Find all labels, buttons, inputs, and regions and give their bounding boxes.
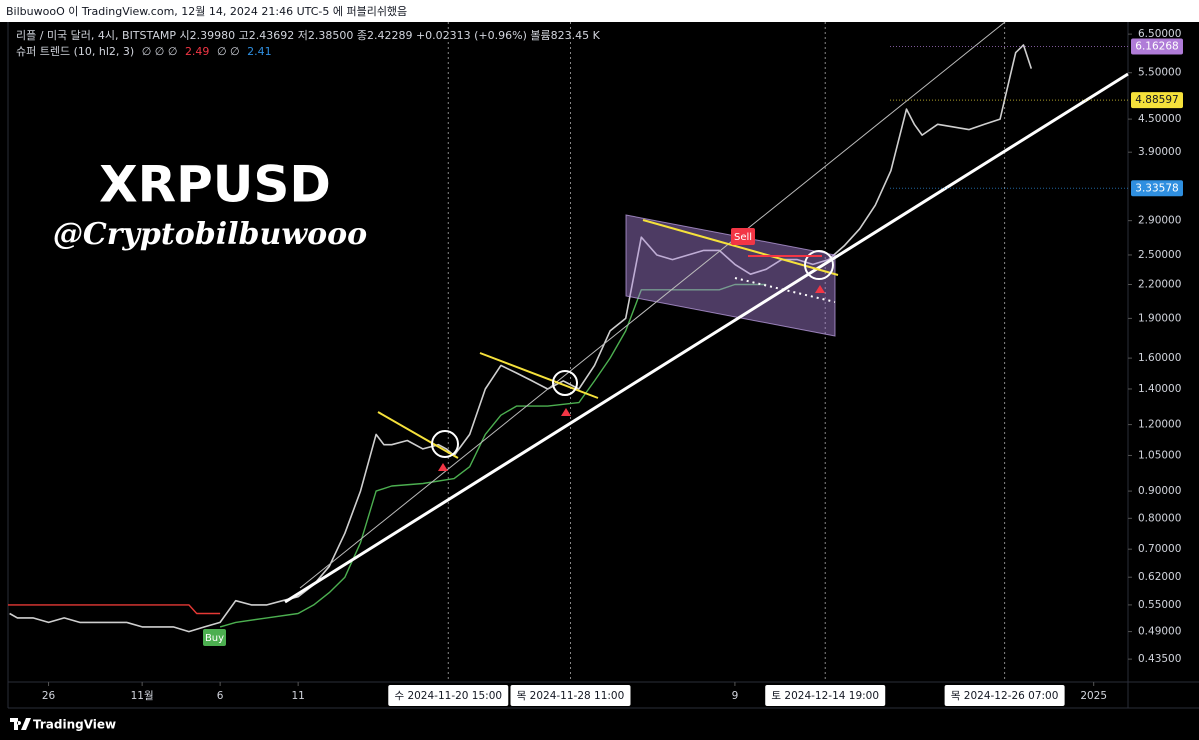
crosshair-label: 목 2024-11-28 11:00 [517, 690, 625, 702]
arrow-marker [815, 285, 825, 293]
price-line [9, 44, 1033, 633]
y-tick-label: 5.50000 [1138, 67, 1181, 79]
crosshair-label: 목 2024-12-26 07:00 [951, 690, 1059, 702]
supertrend-line [219, 283, 767, 628]
price-tag [1131, 38, 1183, 55]
resistance-line [479, 352, 599, 399]
circle [804, 250, 834, 280]
y-tick-label: 1.60000 [1138, 352, 1181, 364]
sell-label: Sell [734, 232, 752, 243]
x-tick-label: 11월 [131, 690, 154, 702]
y-tick-label: 0.90000 [1138, 485, 1181, 497]
indicator-empty: ∅ ∅ [217, 45, 240, 58]
x-tick-label: 11 [291, 690, 304, 702]
supertrend-line [8, 604, 221, 615]
crosshair-box [765, 685, 886, 706]
price-tag-label: 3.33578 [1135, 182, 1178, 194]
brand: TradingView [33, 718, 116, 732]
crosshair-box [510, 685, 631, 706]
crosshair-label: 수 2024-11-20 15:00 [394, 690, 502, 702]
trend-line-thin [299, 21, 1006, 589]
y-tick-label: 4.50000 [1138, 113, 1181, 125]
y-tick-label: 1.90000 [1138, 312, 1181, 324]
price-tag [1131, 180, 1183, 197]
sell-badge [731, 228, 755, 245]
crosshair-box [388, 685, 509, 706]
y-tick-label: 1.20000 [1138, 419, 1181, 431]
price-tag-label: 4.88597 [1135, 94, 1178, 106]
y-tick-label: 2.20000 [1138, 279, 1181, 291]
y-tick-label: 0.55000 [1138, 599, 1181, 611]
y-tick-label: 2.90000 [1138, 215, 1181, 227]
y-tick-label: 3.90000 [1138, 146, 1181, 158]
trend-line [284, 72, 1129, 604]
indicator-up: 2.49 [185, 45, 210, 58]
y-tick-label: 1.05000 [1138, 449, 1181, 461]
x-tick-label: 9 [732, 690, 739, 702]
dotted-line [734, 277, 836, 303]
indicator-name: 슈퍼 트렌드 (10, hl2, 3) [16, 45, 134, 58]
price-tag [1131, 92, 1183, 109]
drawings: Buy Sell [203, 21, 1129, 646]
y-tick-label: 6.50000 [1138, 28, 1181, 40]
x-tick-label: 2025 [1080, 690, 1107, 702]
indicator-empty: ∅ ∅ ∅ [142, 45, 178, 58]
arrow-marker [561, 408, 571, 416]
y-tick-label: 2.50000 [1138, 249, 1181, 261]
y-tick-label: 0.70000 [1138, 543, 1181, 555]
y-tick-label: 0.80000 [1138, 512, 1181, 524]
indicator-down: 2.41 [247, 45, 272, 58]
symbol-legend: 리플 / 미국 달러, 4시, BITSTAMP 시2.39980 고2.436… [16, 29, 601, 42]
watermark-title: XRPUSD [99, 156, 331, 214]
channel [625, 214, 836, 337]
arrow-marker [438, 463, 448, 471]
circle [552, 370, 578, 396]
y-tick-label: 1.40000 [1138, 383, 1181, 395]
y-tick-label: 0.62000 [1138, 571, 1181, 583]
circle [431, 430, 459, 458]
y-tick-label: 0.49000 [1138, 626, 1181, 638]
published: BilbuwooO 이 TradingView.com, 12월 14, 202… [6, 5, 407, 18]
price-tag-label: 6.16268 [1135, 40, 1178, 52]
x-tick-label: 6 [217, 690, 224, 702]
resistance-line [377, 411, 459, 459]
buy-badge [203, 629, 226, 646]
logo [10, 718, 31, 730]
x-tick-label: 26 [42, 690, 56, 702]
header-bar [0, 0, 1199, 22]
crosshair-box [944, 685, 1065, 706]
crosshair-label: 토 2024-12-14 19:00 [771, 690, 879, 702]
watermark-author: @Cryptobilbuwooo [53, 217, 367, 252]
y-tick-label: 0.43500 [1138, 653, 1181, 665]
buy-label: Buy [205, 633, 224, 644]
logo-mark [10, 718, 31, 730]
indicator-legend: 슈퍼 트렌드 (10, hl2, 3) ∅ ∅ ∅ 2.49 ∅ ∅ 2.41 [16, 45, 272, 58]
